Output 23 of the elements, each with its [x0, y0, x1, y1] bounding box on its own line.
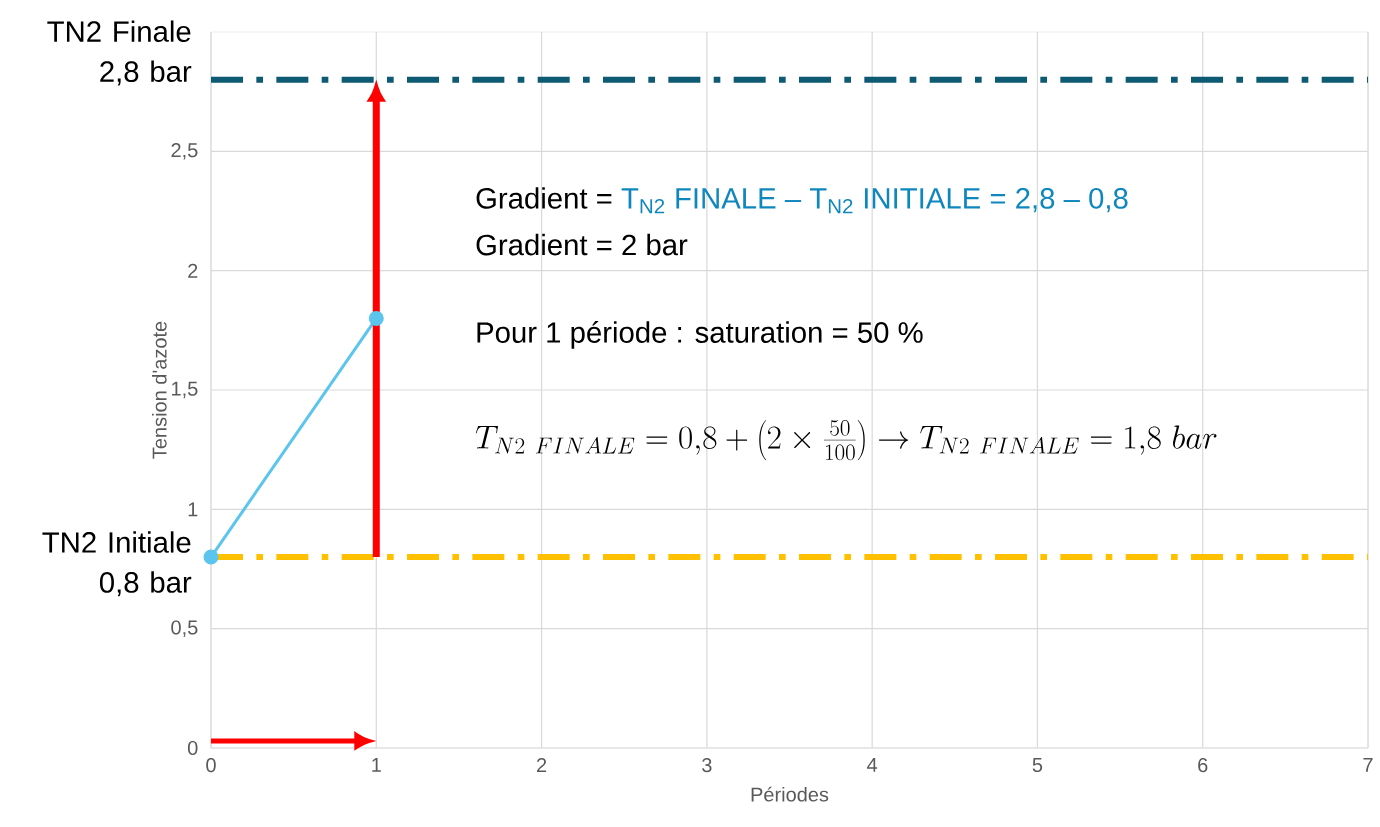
x-tick-label: 6 — [1198, 758, 1208, 773]
ref-line-label: TN2 Initiale 0,8 bar — [42, 531, 192, 597]
annotation: Pour 1 période : saturation = 50 % — [477, 321, 923, 349]
y-tick-label: 2 — [188, 263, 198, 278]
y-tick-label: 1,5 — [172, 381, 198, 399]
x-tick-label: 7 — [1363, 758, 1373, 772]
annotation: Gradient = — [476, 187, 612, 209]
x-tick-label: 3 — [702, 758, 712, 773]
y-tick-label: 2,5 — [171, 143, 198, 160]
x-tick-label: 4 — [867, 758, 878, 772]
y-tick-label: 1 — [188, 502, 198, 517]
x-tick-label: 2 — [537, 758, 547, 772]
x-tick-label: 5 — [1032, 758, 1043, 772]
x-tick-label: 1 — [372, 758, 381, 772]
y-tick-label: 0 — [187, 740, 198, 756]
x-tick-label: 0 — [206, 758, 216, 773]
annotation: T$_{N2}$ FINALE – T$_{N2}$ INITIALE = 2,8 – 0,8 — [621, 187, 1128, 214]
ref-line-label: TN2 Finale 2,8 bar — [47, 20, 192, 86]
y-axis-title: Tension d'azote — [151, 321, 167, 459]
x-axis-title: Périodes — [751, 786, 829, 802]
annotation: Gradient = 2 bar — [476, 233, 688, 256]
annotation: $T_{N2\ FINALE}=0{,}8+\left(2\times\frac{50}{100}\right)\rightarrow T_{N2\ FINALE}=1{,}8\ bar$ — [475, 420, 1217, 461]
y-tick-label: 0,5 — [171, 620, 198, 637]
